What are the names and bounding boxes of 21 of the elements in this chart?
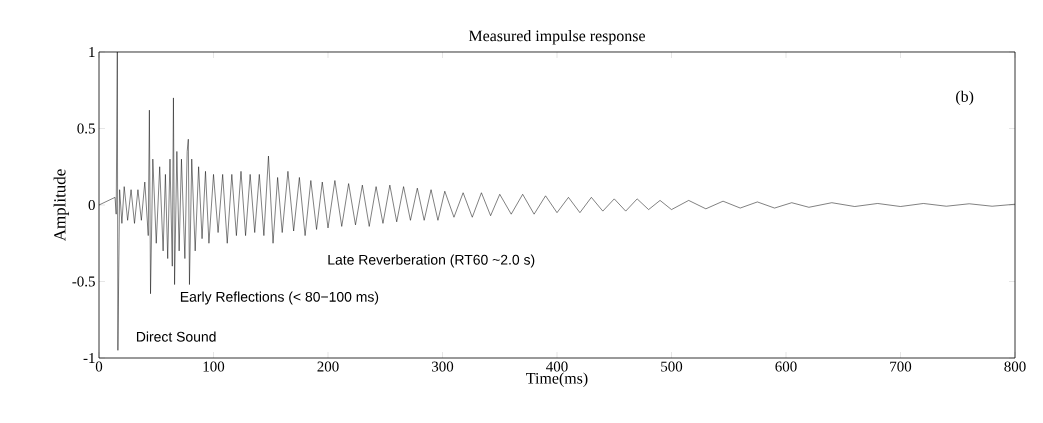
annotation: Direct Sound bbox=[136, 331, 216, 342]
x-tick-label: 0 bbox=[95, 361, 103, 372]
x-axis-title: Time(ms) bbox=[526, 372, 588, 387]
y-tick-label: 0.5 bbox=[77, 123, 95, 134]
x-tick-label: 700 bbox=[890, 361, 912, 372]
x-tick-label: 500 bbox=[661, 361, 683, 372]
y-tick-label: 1 bbox=[89, 47, 95, 57]
y-tick-label: -0.5 bbox=[72, 276, 95, 287]
chart-title: Measured impulse response bbox=[468, 30, 645, 45]
x-tick-label: 600 bbox=[775, 361, 797, 372]
x-tick-label: 200 bbox=[317, 361, 339, 372]
y-tick-label: -1 bbox=[83, 353, 95, 363]
x-tick-label: 800 bbox=[1004, 361, 1026, 372]
x-tick-label: 300 bbox=[432, 361, 454, 372]
y-axis-title: Amplitude bbox=[53, 169, 69, 242]
x-tick-label: 400 bbox=[546, 361, 568, 372]
annotation: Late Reverberation (RT60 ~2.0 s) bbox=[328, 254, 535, 268]
x-tick-label: 100 bbox=[203, 361, 225, 372]
annotation: Early Reflections (< 80−100 ms) bbox=[180, 291, 379, 305]
annotation: (b) bbox=[956, 90, 974, 106]
y-tick-label: 0 bbox=[88, 199, 95, 211]
